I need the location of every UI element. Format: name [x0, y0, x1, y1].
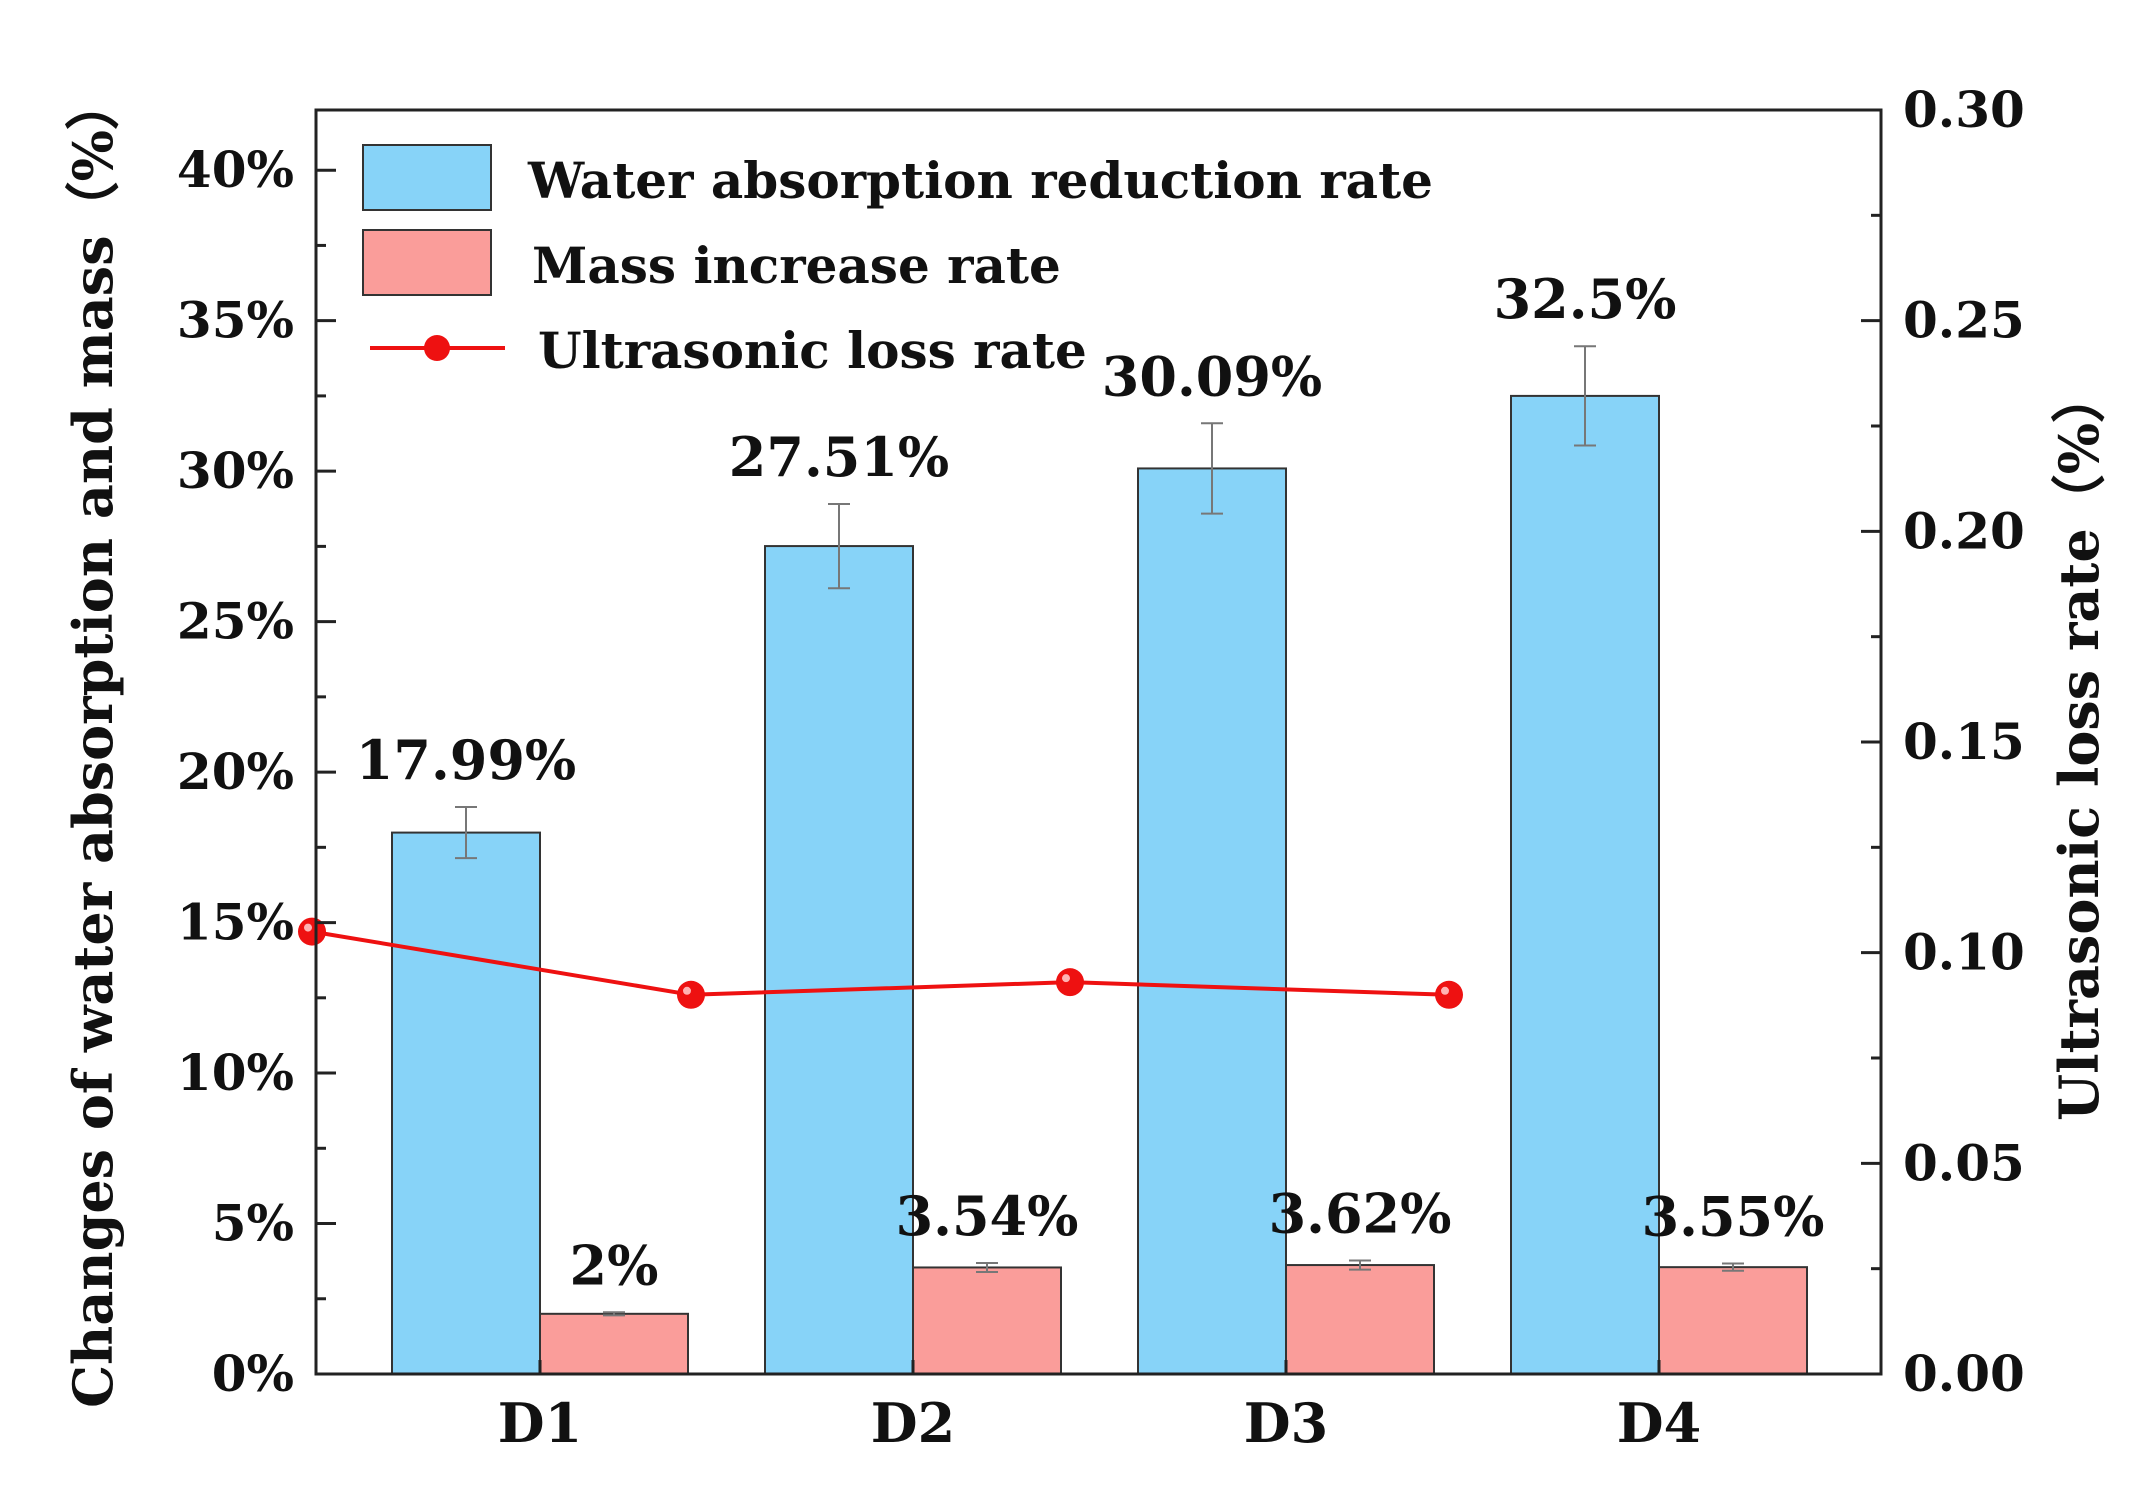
x-tick-label-d1: D1 — [498, 1391, 582, 1455]
bar-mass-increase-d1 — [539, 1312, 689, 1376]
y-left-tick-label: 5% — [212, 1194, 294, 1253]
y-axis-left-title: Changes of water absorption and mass（%） — [61, 76, 125, 1408]
ultrasonic-point-d2 — [677, 980, 705, 1009]
error-bar — [1722, 1262, 1744, 1272]
x-tick-label-d2: D2 — [871, 1391, 955, 1455]
bar-water-absorption-d1 — [391, 831, 541, 1375]
data-label: 3.54% — [896, 1184, 1079, 1248]
y-left-tick-label: 40% — [177, 140, 294, 199]
ultrasonic-point-d3 — [1056, 968, 1084, 997]
error-bar — [603, 1311, 625, 1317]
legend-swatch-water-absorption — [362, 144, 492, 211]
y-left-tick-label: 25% — [177, 592, 294, 651]
bar-mass-increase-d2 — [912, 1266, 1062, 1376]
error-bar — [976, 1261, 998, 1273]
legend-label-ultrasonic: Ultrasonic loss rate — [538, 321, 1087, 380]
error-bar — [1574, 345, 1596, 447]
bars-layer — [391, 394, 1808, 1376]
bar-water-absorption-d3 — [1137, 467, 1287, 1376]
legend-label-mass-increase: Mass increase rate — [532, 236, 1061, 295]
error-bar — [455, 806, 477, 860]
axes-layer: 0% 5% 10% 15% 20% 25% 30% 35% 40% 0.00 0.05 0.10 0.1… — [177, 80, 2025, 1455]
x-tick-label-d3: D3 — [1244, 1391, 1328, 1455]
data-label: 17.99% — [356, 728, 576, 792]
y-left-tick-label: 0% — [212, 1344, 294, 1403]
ultrasonic-loss-line — [311, 929, 1450, 997]
data-label: 30.09% — [1102, 344, 1322, 408]
y-left-tick-label: 10% — [177, 1043, 294, 1102]
x-tick-label-d4: D4 — [1617, 1391, 1701, 1455]
data-labels-layer: 17.99% 27.51% 30.09% 32.5% 2% 3.54% 3.62% 3.55% — [356, 267, 1825, 1297]
y-right-tick-label: 0.15 — [1903, 712, 2025, 771]
line-series-layer — [298, 917, 1463, 1009]
y-right-tick-label: 0.30 — [1903, 80, 2025, 139]
y-right-tick-label: 0.25 — [1903, 291, 2025, 350]
data-label: 3.55% — [1642, 1185, 1825, 1249]
bar-water-absorption-d2 — [764, 545, 914, 1375]
data-label: 32.5% — [1494, 267, 1677, 331]
y-left-tick-label: 15% — [177, 893, 294, 952]
y-right-tick-label: 0.20 — [1903, 501, 2025, 560]
ultrasonic-point-d4 — [1435, 980, 1463, 1009]
ultrasonic-point-d1 — [298, 917, 326, 946]
legend-label-water-absorption: Water absorption reduction rate — [527, 151, 1433, 210]
data-label: 2% — [570, 1233, 659, 1297]
y-left-tick-label: 20% — [177, 742, 294, 801]
error-bar — [1201, 422, 1223, 515]
legend-marker-ultrasonic — [424, 335, 450, 361]
y-right-tick-label: 0.10 — [1903, 923, 2025, 982]
error-bar — [1349, 1259, 1371, 1271]
y-left-tick-label: 35% — [177, 291, 294, 350]
legend-swatch-mass-increase — [362, 229, 492, 296]
y-right-tick-label: 0.05 — [1903, 1133, 2025, 1192]
bar-mass-increase-d4 — [1658, 1266, 1808, 1375]
data-label: 3.62% — [1269, 1182, 1452, 1246]
error-bar — [828, 502, 850, 590]
bar-water-absorption-d4 — [1510, 394, 1660, 1375]
y-axis-right-title: Ultrasonic loss rate（%） — [2047, 369, 2111, 1121]
y-right-tick-label: 0.00 — [1903, 1344, 2025, 1403]
bar-mass-increase-d3 — [1285, 1264, 1435, 1376]
data-label: 27.51% — [729, 425, 949, 489]
y-left-tick-label: 30% — [177, 441, 294, 500]
legend: Water absorption reduction rate Mass inc… — [362, 144, 1433, 380]
error-bars-layer — [455, 345, 1744, 1317]
